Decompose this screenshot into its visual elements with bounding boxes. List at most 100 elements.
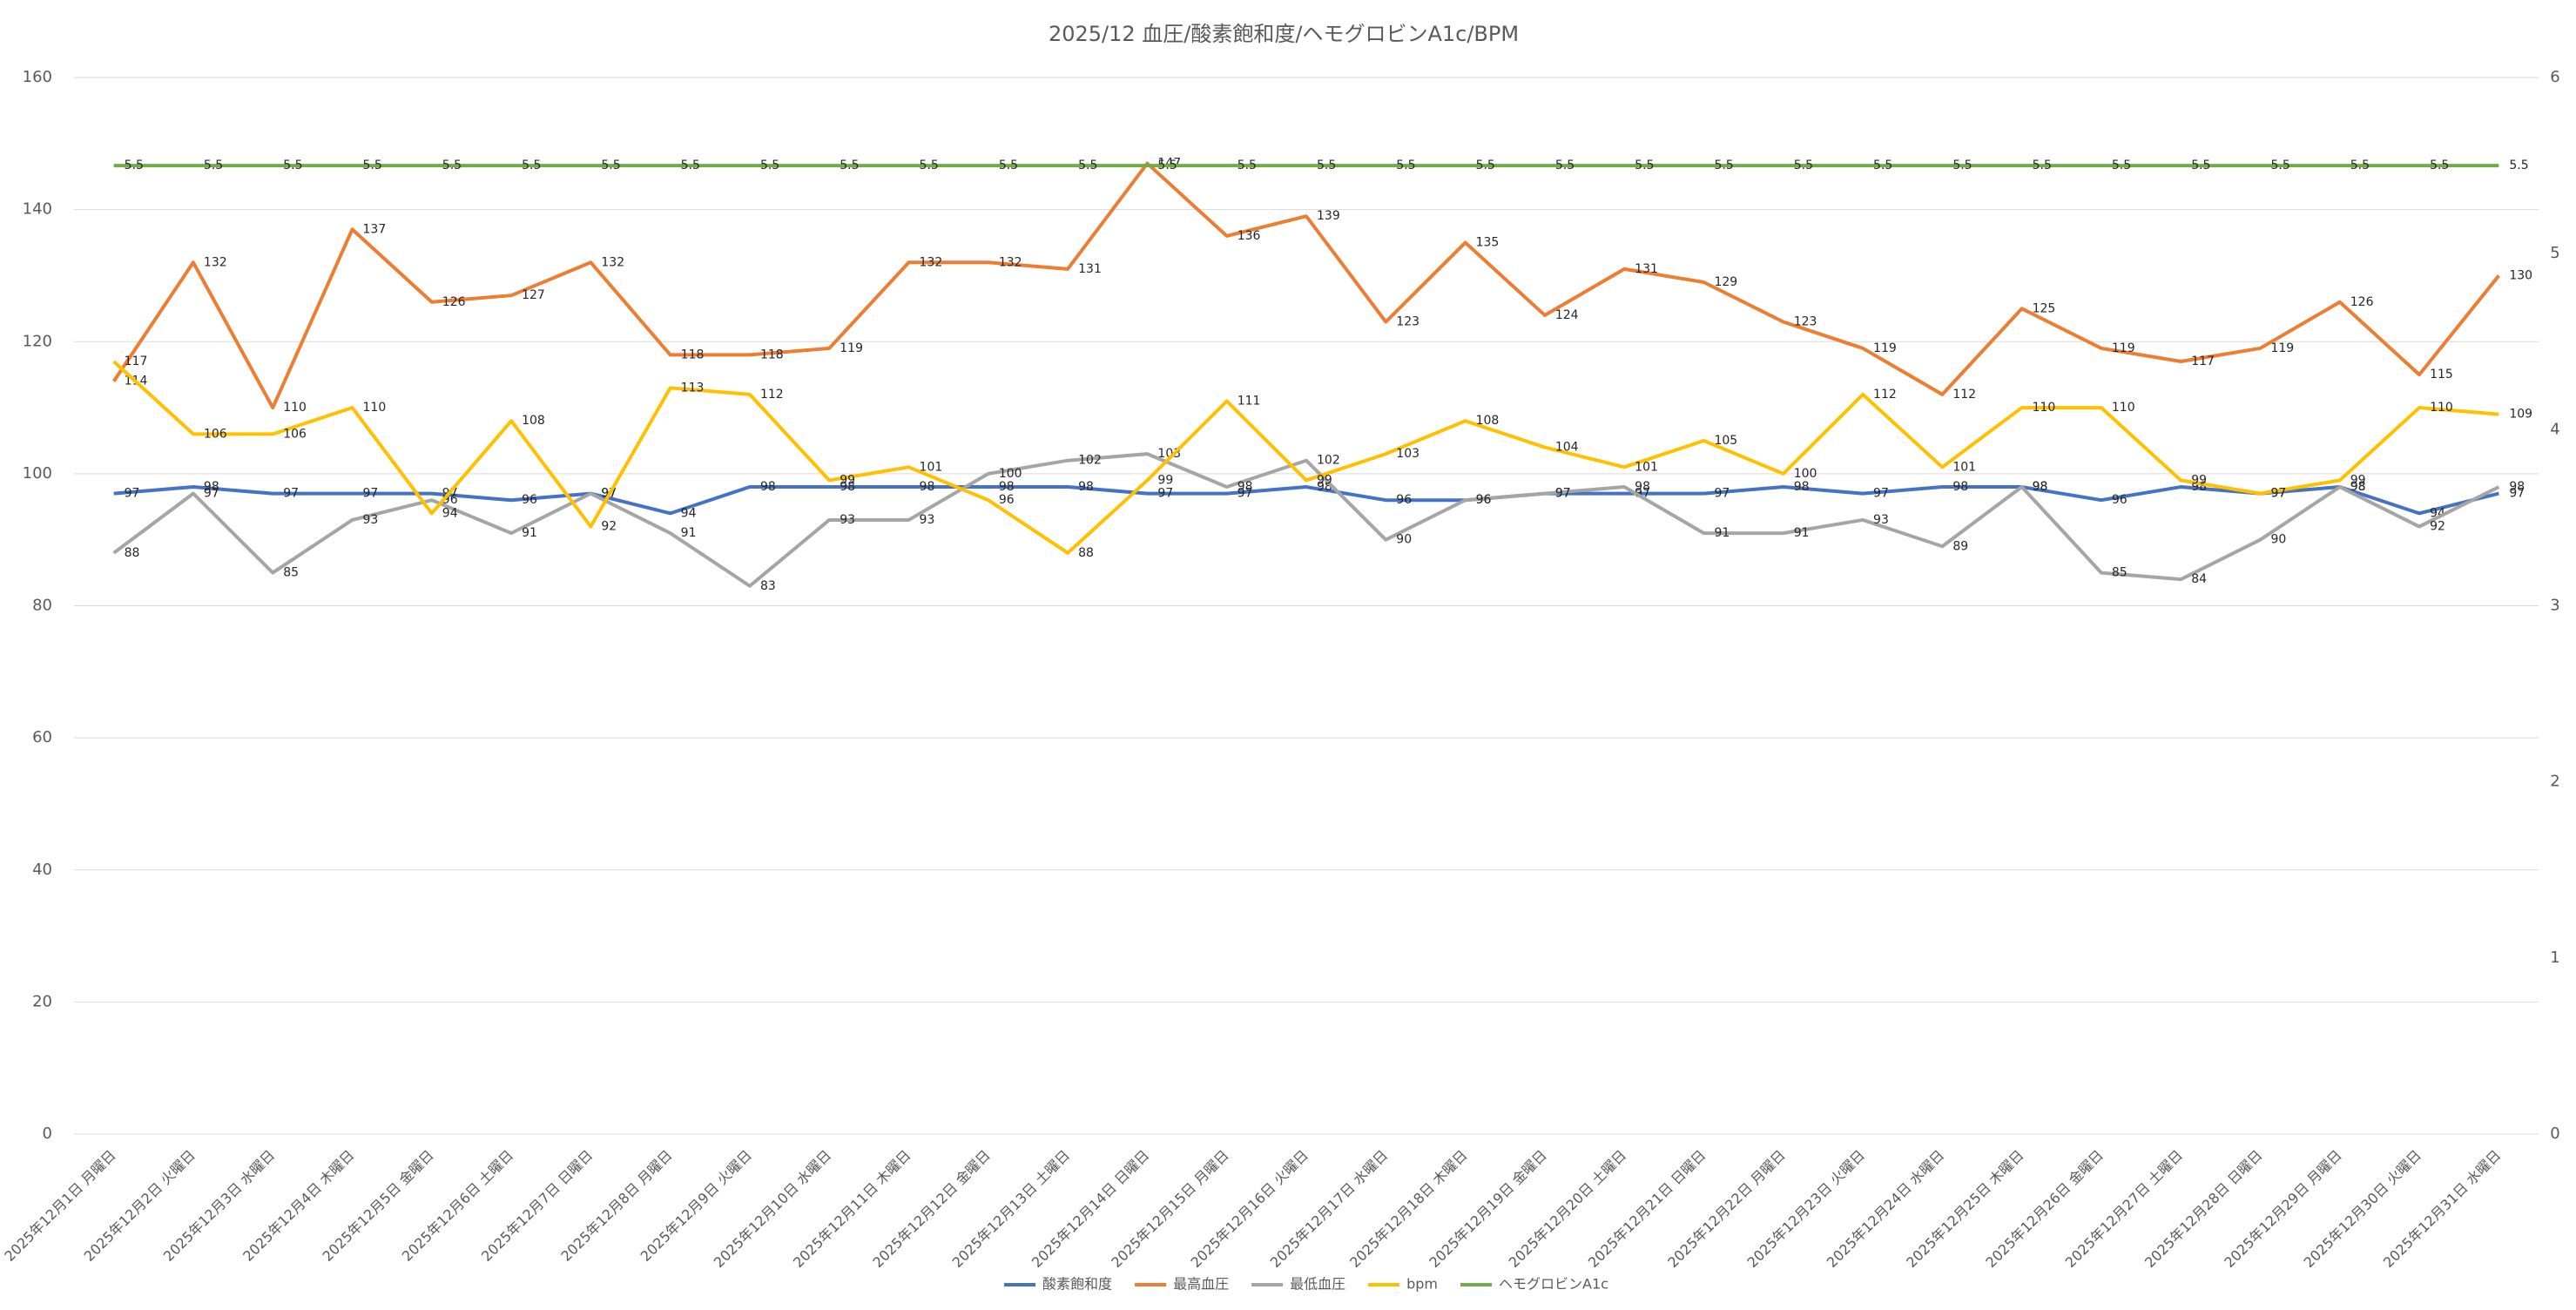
data-label: 98	[2350, 480, 2366, 494]
data-label: 5.5	[204, 159, 223, 172]
data-label: 98	[204, 480, 219, 494]
data-label: 119	[1873, 341, 1897, 355]
data-label: 98	[2033, 480, 2048, 494]
data-label: 5.5	[1317, 159, 1336, 172]
y2-tick-label: 2	[2550, 773, 2559, 791]
data-label: 97	[2270, 487, 2286, 501]
data-label: 92	[2430, 520, 2445, 534]
data-label: 5.5	[1555, 159, 1575, 172]
data-label: 139	[1317, 209, 1340, 223]
data-label: 5.5	[1157, 159, 1177, 172]
data-label: 5.5	[522, 159, 541, 172]
data-label: 5.5	[1237, 159, 1257, 172]
data-label: 88	[1078, 546, 1094, 560]
data-label: 119	[840, 341, 863, 355]
data-label: 110	[2033, 401, 2056, 415]
data-label: 98	[1635, 480, 1650, 494]
legend-label: bpm	[1406, 1276, 1438, 1293]
y-tick-label: 0	[43, 1124, 52, 1143]
data-label: 117	[2191, 355, 2215, 368]
data-label: 118	[681, 348, 705, 361]
y-tick-label: 140	[23, 200, 52, 219]
data-label: 129	[1714, 275, 1737, 289]
data-label: 5.5	[283, 159, 302, 172]
data-label: 127	[522, 288, 545, 302]
data-label: 101	[920, 460, 943, 474]
data-label: 102	[1078, 454, 1102, 468]
data-label: 5.5	[1078, 159, 1097, 172]
data-label: 112	[760, 388, 784, 402]
data-label: 96	[2112, 493, 2128, 507]
data-label: 97	[125, 487, 140, 501]
data-label: 98	[1952, 480, 1968, 494]
data-label: 123	[1794, 315, 1817, 329]
data-label: 97	[283, 487, 299, 501]
data-label: 5.5	[1635, 159, 1654, 172]
data-label: 94	[681, 506, 697, 520]
y2-tick-label: 4	[2550, 420, 2559, 438]
data-label: 98	[1794, 480, 1810, 494]
data-label: 5.5	[363, 159, 382, 172]
data-label: 96	[999, 493, 1015, 507]
data-label: 136	[1237, 229, 1261, 243]
data-label: 91	[681, 526, 697, 540]
y2-tick-label: 1	[2550, 949, 2559, 967]
data-label: 93	[1873, 513, 1889, 527]
data-label: 110	[283, 401, 307, 415]
data-label: 98	[2509, 480, 2525, 494]
data-label: 106	[283, 427, 307, 441]
data-label: 5.5	[2112, 159, 2131, 172]
y2-tick-label: 5	[2550, 244, 2559, 262]
data-label: 97	[1714, 487, 1730, 501]
data-label: 98	[1237, 480, 1253, 494]
data-label: 119	[2112, 341, 2135, 355]
data-label: 5.5	[601, 159, 620, 172]
data-label: 99	[840, 473, 855, 487]
data-label: 5.5	[1952, 159, 1972, 172]
data-label: 5.5	[1714, 159, 1733, 172]
data-label: 132	[601, 255, 624, 269]
data-label: 5.5	[999, 159, 1018, 172]
y-tick-label: 60	[32, 728, 52, 746]
data-label: 126	[442, 295, 466, 309]
data-label: 110	[363, 401, 387, 415]
data-label: 105	[1714, 434, 1737, 448]
data-label: 85	[2112, 566, 2128, 580]
data-label: 131	[1635, 262, 1658, 276]
data-label: 5.5	[2430, 159, 2449, 172]
data-label: 110	[2430, 401, 2453, 415]
data-label: 118	[760, 348, 784, 361]
data-label: 91	[1794, 526, 1810, 540]
data-label: 98	[2350, 480, 2366, 494]
data-label: 97	[1555, 487, 1571, 501]
y2-tick-label: 6	[2550, 68, 2559, 86]
data-label: 103	[1396, 447, 1419, 461]
series-line	[111, 161, 2500, 410]
data-label: 93	[363, 513, 379, 527]
data-label: 98	[760, 480, 776, 494]
data-label: 5.5	[760, 159, 779, 172]
data-label: 108	[1476, 414, 1500, 428]
data-label: 123	[1396, 315, 1419, 329]
data-label: 5.5	[840, 159, 859, 172]
y2-tick-label: 0	[2550, 1124, 2559, 1143]
data-label: 99	[1157, 473, 1173, 487]
data-label: 5.5	[1794, 159, 1813, 172]
data-label: 5.5	[2350, 159, 2370, 172]
data-label: 85	[283, 566, 299, 580]
data-label: 99	[2191, 473, 2207, 487]
data-label: 96	[1396, 493, 1412, 507]
y-tick-label: 80	[32, 597, 52, 615]
y-tick-label: 100	[23, 464, 52, 483]
data-label: 98	[1078, 480, 1094, 494]
data-label: 93	[920, 513, 935, 527]
data-label: 93	[840, 513, 855, 527]
data-label: 106	[204, 427, 227, 441]
data-label: 90	[1396, 533, 1412, 547]
data-label: 5.5	[2033, 159, 2052, 172]
data-label: 97	[363, 487, 379, 501]
data-label: 92	[601, 520, 617, 534]
series-line	[112, 452, 2500, 588]
data-label: 97	[1237, 487, 1253, 501]
data-label: 5.5	[920, 159, 939, 172]
